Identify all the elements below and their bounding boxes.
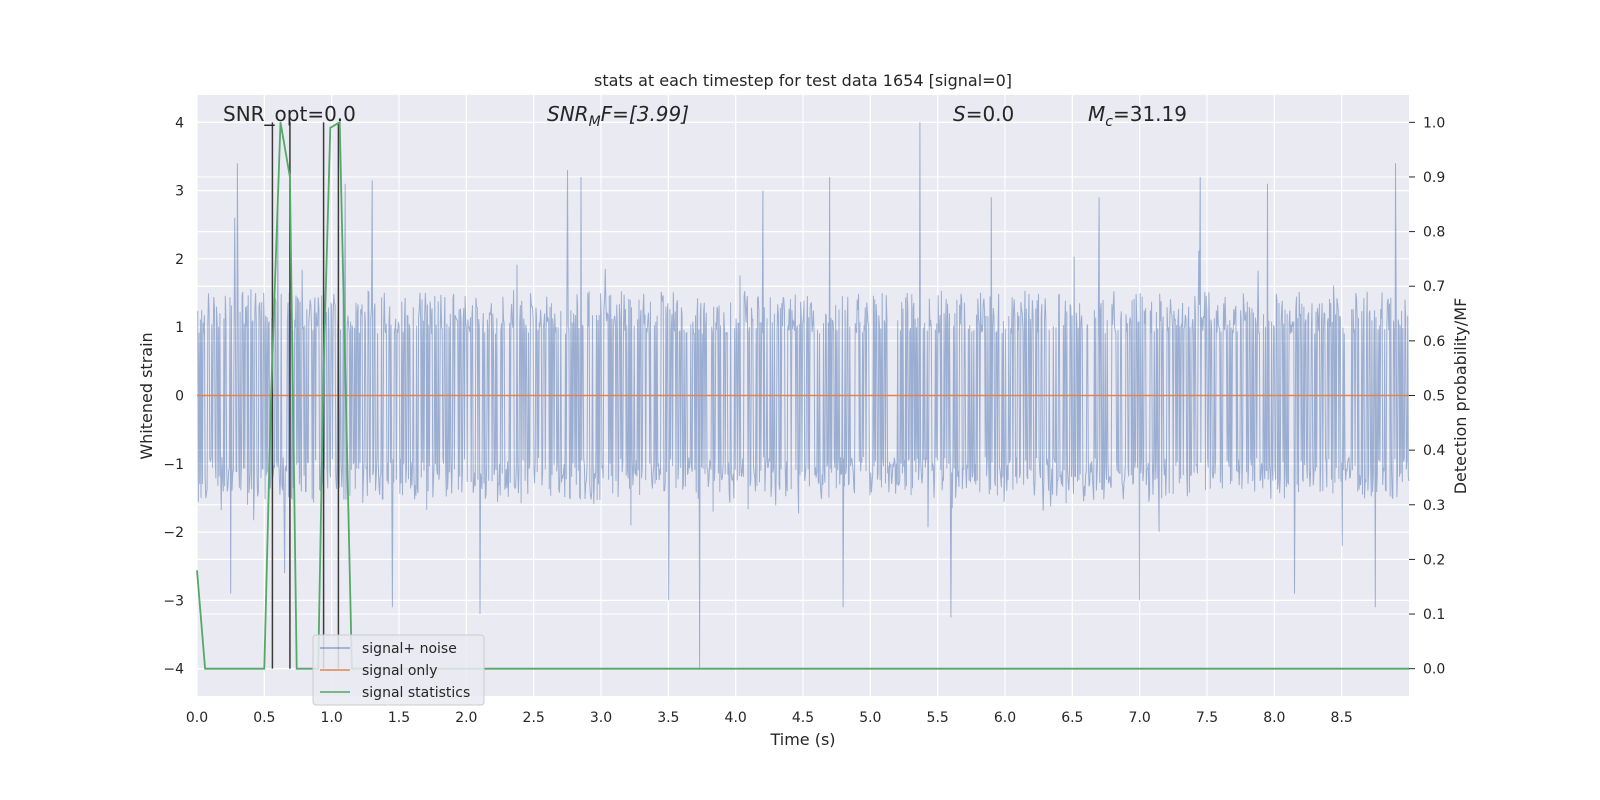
x-tick-label: 0.5 [253,710,275,726]
y2-tick-label: 1.0 [1423,115,1445,131]
legend-label-signal-only: signal only [362,663,437,679]
x-tick-label: 4.0 [725,710,747,726]
x-tick-label: 4.5 [792,710,814,726]
x-tick-label: 2.5 [523,710,545,726]
y-axis-label: Whitened strain [137,332,156,459]
y2-tick-label: 0.6 [1423,334,1445,350]
x-tick-label: 7.0 [1129,710,1151,726]
x-tick-label: 8.0 [1263,710,1285,726]
y-tick-label: −2 [163,525,184,541]
annotation-snr-mf: SNRMF=[3.99] [547,102,689,130]
y2-axis-ticks: 1.0 0.9 0.8 0.7 0.6 0.5 0.4 0.3 0.2 0.1 0.0 [1409,115,1445,678]
signal-statistics-series [196,120,1409,670]
y-tick-label: −4 [163,662,184,678]
x-tick-label: 0.0 [186,710,208,726]
x-tick-label: 1.0 [321,710,343,726]
y-axis-ticks: 4 3 2 1 0 −1 −2 −3 −4 [163,115,184,677]
legend-label-signal-noise: signal+ noise [362,641,457,657]
y2-tick-label: 0.0 [1423,662,1445,678]
annotation-mc-sub: c [1105,114,1113,130]
y-tick-label: 2 [175,252,184,268]
signal-noise-series [196,122,1410,669]
y-tick-label: 3 [175,184,184,200]
y-tick-label: −1 [163,457,184,473]
x-tick-label: 7.5 [1196,710,1218,726]
x-tick-label: 5.0 [859,710,881,726]
chart-title: stats at each timestep for test data 165… [594,71,1012,90]
signal-noise-line [196,122,1410,669]
legend: signal+ noise signal only signal statist… [312,634,485,706]
y2-tick-label: 0.5 [1423,389,1445,405]
annotation-mc: Mc=31.19 [1088,102,1187,130]
annotation-snr-mf-rest: F=[3.99] [601,102,689,126]
y-tick-label: −3 [163,593,184,609]
y2-tick-label: 0.4 [1423,443,1445,459]
y2-tick-label: 0.3 [1423,498,1445,514]
x-tick-label: 8.5 [1331,710,1353,726]
annotation-s-rest: =0.0 [966,102,1015,126]
x-tick-label: 1.5 [388,710,410,726]
y-tick-label: 4 [175,115,184,131]
y2-axis-label: Detection probability/MF [1451,298,1470,495]
y2-tick-label: 0.8 [1423,225,1445,241]
annotation-snr-mf-sub: M [589,114,601,130]
legend-box [312,634,485,706]
y2-tick-label: 0.7 [1423,279,1445,295]
x-axis-label: Time (s) [769,730,835,749]
x-tick-label: 6.5 [1061,710,1083,726]
annotation-s-main: S [953,102,966,126]
legend-label-signal-statistics: signal statistics [362,685,470,701]
annotation-s: S=0.0 [953,102,1014,126]
x-tick-label: 2.0 [455,710,477,726]
annotation-mc-main: M [1088,102,1105,126]
y2-tick-label: 0.9 [1423,170,1445,186]
annotation-snr-opt: SNR_opt=0.0 [223,102,356,126]
x-tick-label: 3.5 [657,710,679,726]
annotation-snr-mf-main: SNR [547,102,589,126]
plot-area [196,95,1410,696]
y2-tick-label: 0.1 [1423,607,1445,623]
y2-tick-label: 0.2 [1423,552,1445,568]
x-axis-ticks: 0.0 0.5 1.0 1.5 2.0 2.5 3.0 3.5 4.0 4.5 5.0 5.5 6.0 6… [186,710,1353,726]
x-tick-label: 3.0 [590,710,612,726]
annotation-mc-rest: =31.19 [1113,102,1187,126]
signal-statistics-line [196,120,1409,670]
y-tick-label: 0 [175,389,184,405]
x-tick-label: 6.0 [994,710,1016,726]
x-tick-label: 5.5 [927,710,949,726]
y-tick-label: 1 [175,320,184,336]
